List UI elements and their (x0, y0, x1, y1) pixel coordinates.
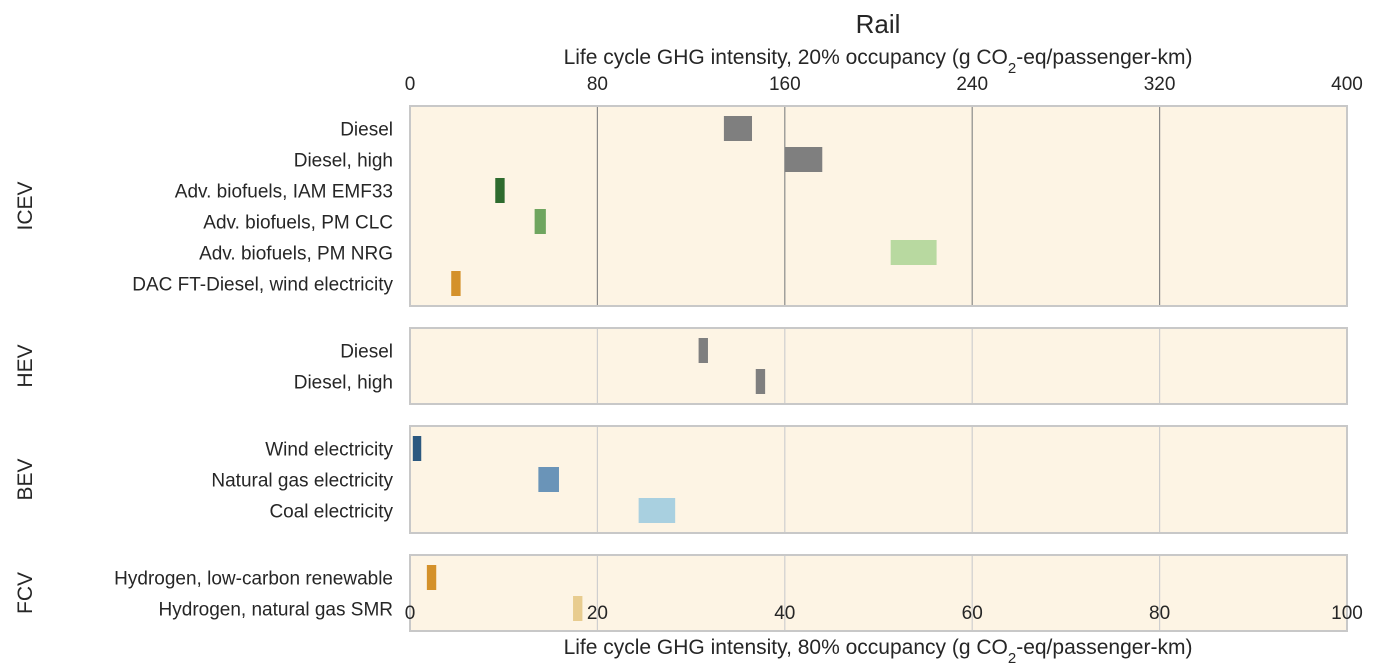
panel-bev: Wind electricity Natural gas electricity C… (14, 425, 1348, 534)
panel-border (409, 105, 1348, 307)
panel-background (410, 106, 1347, 306)
panel-icev: Diesel Diesel, high Adv. biofuels, IAM EMF… (14, 105, 1348, 307)
category-label: Hydrogen, natural gas SMR (159, 600, 393, 621)
panel-border (409, 554, 1348, 632)
top-tick-label: 80 (587, 74, 608, 95)
top-axis-label: Life cycle GHG intensity, 20% occupancy … (564, 46, 1193, 77)
category-label: Wind electricity (265, 440, 393, 461)
group-label-hev: HEV (14, 344, 37, 387)
category-label: Coal electricity (269, 502, 393, 523)
bottom-axis-ticks: 0 20 40 60 80 100 (405, 603, 1363, 624)
bottom-tick-label: 40 (774, 603, 795, 624)
category-label: DAC FT-Diesel, wind electricity (132, 275, 393, 296)
top-tick-label: 400 (1331, 74, 1363, 95)
bottom-tick-label: 0 (405, 603, 416, 624)
bar-icev-diesel-high (784, 147, 823, 172)
group-label-icev: ICEV (14, 181, 37, 230)
bar-hev-diesel-high (755, 369, 766, 394)
bottom-axis-label: Life cycle GHG intensity, 80% occupancy … (564, 636, 1193, 667)
category-label: Adv. biofuels, PM CLC (203, 213, 393, 234)
bottom-tick-label: 60 (962, 603, 983, 624)
panel-fcv: Hydrogen, low-carbon renewable Hydrogen, … (14, 554, 1348, 632)
panel-background (410, 555, 1347, 631)
panel-border (409, 327, 1348, 405)
top-axis-ticks: 0 80 160 240 320 400 (405, 74, 1363, 95)
bar-icev-adv-biofuels-pm-clc (534, 209, 546, 234)
group-label-fcv: FCV (14, 572, 37, 614)
panels: Diesel Diesel, high Adv. biofuels, IAM EMF… (14, 105, 1348, 632)
bar-fcv-hydrogen-low-carbon-renewable (426, 565, 437, 590)
category-label: Natural gas electricity (211, 471, 393, 492)
bottom-tick-label: 100 (1331, 603, 1363, 624)
category-label: Hydrogen, low-carbon renewable (114, 569, 393, 590)
chart-title: Rail (856, 9, 901, 39)
bar-icev-dac-ft-diesel-wind-electricity (451, 271, 461, 296)
panel-border (409, 425, 1348, 534)
category-label: Diesel (340, 342, 393, 363)
bar-hev-diesel (698, 338, 708, 363)
panel-background (410, 426, 1347, 533)
bottom-tick-label: 80 (1149, 603, 1170, 624)
panel-background (410, 328, 1347, 404)
top-tick-label: 320 (1144, 74, 1176, 95)
bar-icev-diesel (723, 116, 753, 141)
bar-bev-wind-electricity (412, 436, 422, 461)
group-label-bev: BEV (14, 458, 37, 500)
top-tick-label: 0 (405, 74, 416, 95)
category-label: Adv. biofuels, IAM EMF33 (175, 182, 393, 203)
bar-bev-coal-electricity (638, 498, 676, 523)
category-label: Diesel, high (294, 373, 393, 394)
top-tick-label: 160 (769, 74, 801, 95)
bar-fcv-hydrogen-natural-gas-smr (573, 596, 583, 621)
category-label: Adv. biofuels, PM NRG (199, 244, 393, 265)
top-tick-label: 240 (956, 74, 988, 95)
panel-hev: Diesel Diesel, high HEV (14, 327, 1348, 405)
bar-icev-adv-biofuels-iam-emf33 (495, 178, 505, 203)
bar-bev-natural-gas-electricity (538, 467, 559, 492)
bar-icev-adv-biofuels-pm-nrg (890, 240, 937, 265)
bottom-tick-label: 20 (587, 603, 608, 624)
category-label: Diesel (340, 120, 393, 141)
category-label: Diesel, high (294, 151, 393, 172)
